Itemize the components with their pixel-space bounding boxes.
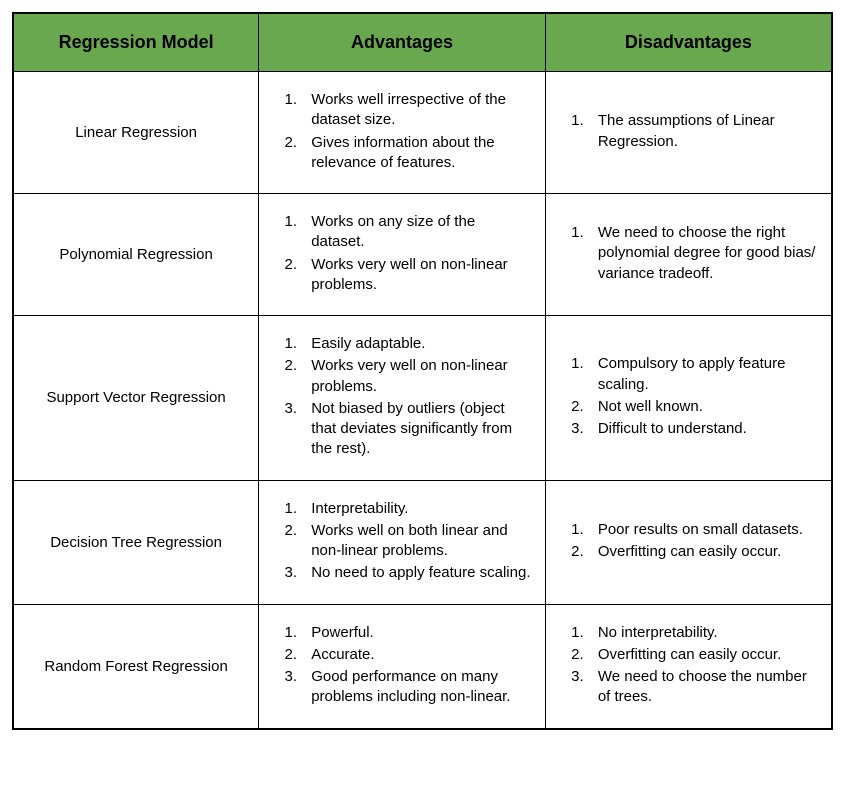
- list-item: Difficult to understand.: [588, 419, 817, 439]
- advantages-list: Easily adaptable.Works very well on non-…: [273, 334, 531, 460]
- table-body: Linear Regression Works well irrespective…: [13, 72, 832, 729]
- advantages-list: Interpretability.Works well on both line…: [273, 499, 531, 584]
- list-item: Gives information about the relevance of…: [301, 133, 531, 174]
- disadvantages-cell: No interpretability.Overfitting can easi…: [545, 604, 832, 729]
- model-cell: Polynomial Regression: [13, 194, 259, 316]
- model-cell: Decision Tree Regression: [13, 480, 259, 604]
- list-item: Not biased by outliers (object that devi…: [301, 399, 531, 460]
- list-item: Powerful.: [301, 623, 531, 643]
- list-item: We need to choose the right polynomial d…: [588, 223, 817, 284]
- list-item: Interpretability.: [301, 499, 531, 519]
- list-item: Overfitting can easily occur.: [588, 645, 817, 665]
- advantages-cell: Works on any size of the dataset.Works v…: [259, 194, 546, 316]
- advantages-cell: Works well irrespective of the dataset s…: [259, 72, 546, 194]
- disadvantages-cell: We need to choose the right polynomial d…: [545, 194, 832, 316]
- header-disadvantages: Disadvantages: [545, 13, 832, 72]
- list-item: Compulsory to apply feature scaling.: [588, 354, 817, 395]
- disadvantages-cell: Compulsory to apply feature scaling.Not …: [545, 316, 832, 481]
- header-model: Regression Model: [13, 13, 259, 72]
- disadvantages-cell: The assumptions of Linear Regression.: [545, 72, 832, 194]
- advantages-cell: Interpretability.Works well on both line…: [259, 480, 546, 604]
- disadvantages-list: Compulsory to apply feature scaling.Not …: [560, 354, 817, 439]
- list-item: The assumptions of Linear Regression.: [588, 111, 817, 152]
- list-item: No need to apply feature scaling.: [301, 563, 531, 583]
- advantages-cell: Powerful.Accurate.Good performance on ma…: [259, 604, 546, 729]
- disadvantages-list: Poor results on small datasets.Overfitti…: [560, 520, 817, 563]
- table-row: Decision Tree RegressionInterpretability…: [13, 480, 832, 604]
- list-item: Works very well on non-linear problems.: [301, 255, 531, 296]
- disadvantages-list: We need to choose the right polynomial d…: [560, 223, 817, 284]
- table-row: Polynomial RegressionWorks on any size o…: [13, 194, 832, 316]
- header-advantages: Advantages: [259, 13, 546, 72]
- table-row: Linear Regression Works well irrespective…: [13, 72, 832, 194]
- advantages-list: Works well irrespective of the dataset s…: [273, 90, 531, 173]
- list-item: Works well on both linear and non-linear…: [301, 521, 531, 562]
- table-row: Support Vector RegressionEasily adaptabl…: [13, 316, 832, 481]
- table-row: Random Forest RegressionPowerful.Accurat…: [13, 604, 832, 729]
- regression-comparison-table: Regression Model Advantages Disadvantage…: [12, 12, 833, 730]
- list-item: No interpretability.: [588, 623, 817, 643]
- disadvantages-list: The assumptions of Linear Regression.: [560, 111, 817, 152]
- disadvantages-cell: Poor results on small datasets.Overfitti…: [545, 480, 832, 604]
- list-item: Not well known.: [588, 397, 817, 417]
- advantages-list: Powerful.Accurate.Good performance on ma…: [273, 623, 531, 708]
- list-item: Good performance on many problems includ…: [301, 667, 531, 708]
- advantages-cell: Easily adaptable.Works very well on non-…: [259, 316, 546, 481]
- list-item: Works very well on non-linear problems.: [301, 356, 531, 397]
- list-item: Works well irrespective of the dataset s…: [301, 90, 531, 131]
- list-item: Overfitting can easily occur.: [588, 542, 817, 562]
- model-cell: Support Vector Regression: [13, 316, 259, 481]
- advantages-list: Works on any size of the dataset.Works v…: [273, 212, 531, 295]
- list-item: Accurate.: [301, 645, 531, 665]
- list-item: Works on any size of the dataset.: [301, 212, 531, 253]
- list-item: Easily adaptable.: [301, 334, 531, 354]
- header-row: Regression Model Advantages Disadvantage…: [13, 13, 832, 72]
- disadvantages-list: No interpretability.Overfitting can easi…: [560, 623, 817, 708]
- list-item: We need to choose the number of trees.: [588, 667, 817, 708]
- model-cell: Random Forest Regression: [13, 604, 259, 729]
- list-item: Poor results on small datasets.: [588, 520, 817, 540]
- model-cell: Linear Regression: [13, 72, 259, 194]
